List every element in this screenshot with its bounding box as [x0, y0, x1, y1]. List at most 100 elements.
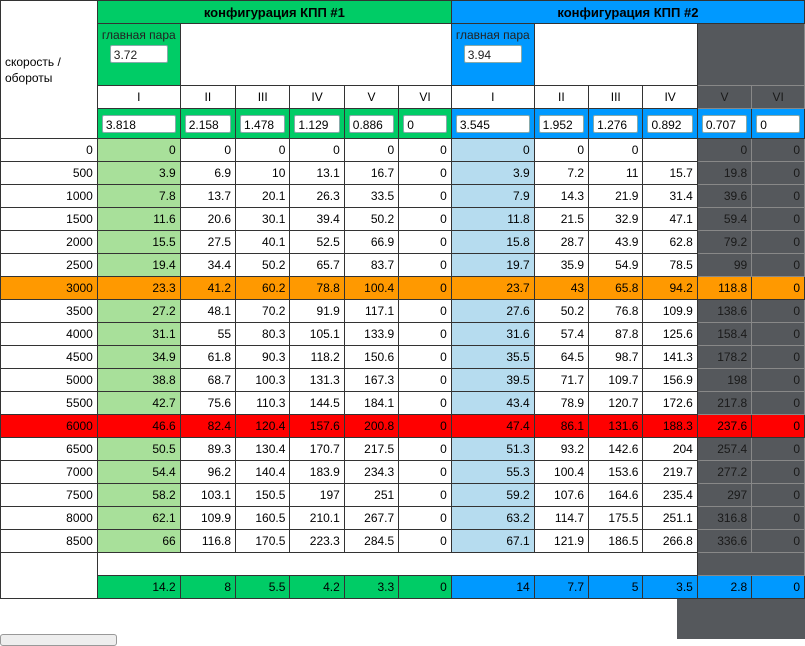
gear-ratio-input[interactable]: 0.886 — [348, 114, 395, 133]
speed-cell: 167.3 — [343, 368, 400, 392]
speed-cell: 32.9 — [588, 207, 644, 231]
speed-cell: 0 — [398, 161, 452, 185]
speed-cell — [642, 138, 698, 162]
speed-cell: 114.7 — [533, 506, 590, 530]
speed-cell: 0 — [751, 253, 805, 277]
table-row: 3000 23.3 41.2 60.2 78.8 100.4 0 23.7 43 65.8 94.2… — [0, 276, 805, 300]
speed-cell: 158.4 — [696, 322, 753, 346]
total-cell: 2.8 — [696, 575, 753, 599]
speed-cell: 0 — [751, 345, 805, 369]
gear-ratio-input[interactable]: 1.478 — [240, 114, 286, 133]
speed-cell: 59.2 — [450, 483, 535, 507]
rpm-cell: 7000 — [0, 460, 98, 484]
speed-cell: 58.2 — [96, 483, 181, 507]
speed-cell: 0 — [398, 391, 452, 415]
speed-cell: 82.4 — [179, 414, 237, 438]
speed-cell: 75.6 — [179, 391, 237, 415]
config-1-spacer — [179, 23, 452, 86]
speed-cell: 0 — [751, 230, 805, 254]
speed-cell: 172.6 — [642, 391, 698, 415]
speed-cell: 117.1 — [343, 299, 400, 323]
gear-header: I — [96, 85, 181, 109]
total-cell: 14 — [450, 575, 535, 599]
gear-ratio-input[interactable]: 1.129 — [294, 114, 340, 133]
speed-cell: 0 — [751, 322, 805, 346]
speed-cell: 34.4 — [179, 253, 237, 277]
gear-ratio-input[interactable]: 1.276 — [593, 114, 639, 133]
speed-cell: 107.6 — [533, 483, 590, 507]
speed-cell: 30.1 — [235, 207, 291, 231]
speed-cell: 100.4 — [533, 460, 590, 484]
gear-ratio-input[interactable]: 0 — [756, 114, 800, 133]
speed-cell: 109.7 — [588, 368, 644, 392]
speed-cell: 150.6 — [343, 345, 400, 369]
total-cell: 4.2 — [289, 575, 345, 599]
ratio-cell: 0 — [398, 108, 452, 139]
speed-cell: 79.2 — [696, 230, 753, 254]
gear-header: IV — [642, 85, 698, 109]
config-2-title: конфигурация КПП #2 — [450, 0, 805, 24]
speed-cell: 0 — [398, 184, 452, 208]
speed-cell: 3.9 — [450, 161, 535, 185]
speed-cell: 66 — [96, 529, 181, 553]
speed-cell: 19.8 — [696, 161, 753, 185]
speed-cell: 13.7 — [179, 184, 237, 208]
speed-cell: 251 — [343, 483, 400, 507]
speed-cell: 251.1 — [642, 506, 698, 530]
speed-cell: 50.5 — [96, 437, 181, 461]
speed-cell: 156.9 — [642, 368, 698, 392]
speed-cell: 63.2 — [450, 506, 535, 530]
gear-ratio-input[interactable]: 0 — [403, 114, 447, 133]
speed-cell: 198 — [696, 368, 753, 392]
speed-cell: 297 — [696, 483, 753, 507]
table-row: 1500 11.6 20.6 30.1 39.4 50.2 0 11.8 21.5 32.9 47.… — [0, 207, 805, 231]
gear-header: VI — [751, 85, 805, 109]
gear-ratio-input[interactable]: 0.707 — [701, 114, 748, 133]
speed-cell: 217.8 — [696, 391, 753, 415]
speed-cell: 21.5 — [533, 207, 590, 231]
speed-cell: 7.8 — [96, 184, 181, 208]
speed-cell: 20.1 — [235, 184, 291, 208]
gear-speed-table: скорость / обороты конфигурация КПП #1 к… — [0, 0, 805, 599]
table-row: 7000 54.4 96.2 140.4 183.9 234.3 0 55.3 100.4 153… — [0, 460, 805, 484]
speed-cell: 188.3 — [642, 414, 698, 438]
table-row: 5000 38.8 68.7 100.3 131.3 167.3 0 39.5 71.7 109.… — [0, 368, 805, 392]
speed-cell: 70.2 — [235, 299, 291, 323]
speed-cell: 0 — [179, 138, 237, 162]
speed-cell: 267.7 — [343, 506, 400, 530]
rpm-cell: 6000 — [0, 414, 98, 438]
speed-cell: 19.7 — [450, 253, 535, 277]
speed-cell: 7.2 — [533, 161, 590, 185]
rpm-cell: 5000 — [0, 368, 98, 392]
table-row: 6500 50.5 89.3 130.4 170.7 217.5 0 51.3 93.2 142.… — [0, 437, 805, 461]
speed-cell: 183.9 — [289, 460, 345, 484]
speed-cell: 10 — [235, 161, 291, 185]
button[interactable] — [0, 634, 117, 646]
speed-cell: 217.5 — [343, 437, 400, 461]
speed-cell: 23.7 — [450, 276, 535, 300]
rpm-cell: 0 — [0, 138, 98, 162]
gear-ratio-input[interactable]: 1.952 — [538, 114, 585, 133]
speed-cell: 39.4 — [289, 207, 345, 231]
config-2-main-pair: главная пара 3.94 — [450, 23, 535, 86]
speed-cell: 0 — [398, 460, 452, 484]
speed-cell: 3.9 — [96, 161, 181, 185]
table-row: 1000 7.8 13.7 20.1 26.3 33.5 0 7.9 14.3 21.9 31.4 3… — [0, 184, 805, 208]
speed-cell: 277.2 — [696, 460, 753, 484]
gear-ratio-input[interactable]: 0.892 — [647, 114, 693, 133]
speed-cell: 100.4 — [343, 276, 400, 300]
speed-cell: 0 — [751, 161, 805, 185]
config-1-main-pair-input[interactable]: 3.72 — [109, 45, 168, 63]
gear-ratio-input[interactable]: 2.158 — [184, 114, 232, 133]
gear-ratio-input[interactable]: 3.818 — [101, 114, 176, 133]
gear-ratio-input[interactable]: 3.545 — [455, 114, 530, 133]
speed-cell: 43 — [533, 276, 590, 300]
config-2-main-pair-input[interactable]: 3.94 — [463, 45, 522, 63]
corner-label: скорость / обороты — [0, 0, 98, 139]
speed-cell: 33.5 — [343, 184, 400, 208]
speed-cell: 0 — [343, 138, 400, 162]
config-2-spacer-dark — [696, 23, 805, 86]
speed-cell: 98.7 — [588, 345, 644, 369]
speed-cell: 0 — [751, 368, 805, 392]
speed-cell: 35.9 — [533, 253, 590, 277]
